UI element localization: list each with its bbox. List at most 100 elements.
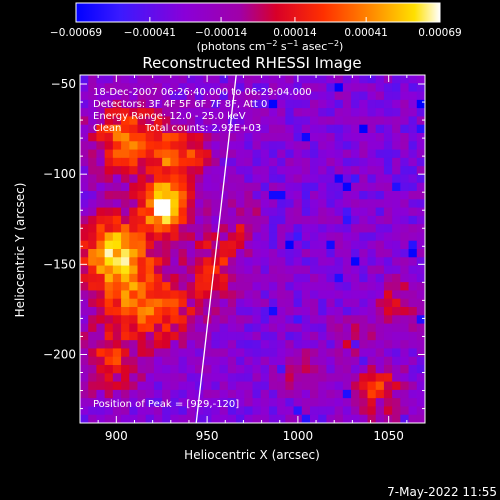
- heatmap-cell: [244, 315, 254, 325]
- heatmap-cell: [375, 340, 385, 350]
- heatmap-cell: [260, 240, 270, 250]
- heatmap-cell: [400, 166, 410, 176]
- heatmap-cell: [359, 331, 369, 341]
- heatmap-cell: [285, 323, 295, 333]
- heatmap-cell: [162, 356, 171, 366]
- heatmap-cell: [112, 340, 122, 350]
- heatmap-cell: [293, 149, 303, 159]
- heatmap-cell: [326, 207, 336, 217]
- heatmap-cell: [392, 331, 401, 341]
- heatmap-cell: [310, 182, 319, 192]
- heatmap-cell: [219, 207, 229, 217]
- heatmap-cell: [383, 298, 393, 308]
- heatmap-cell: [260, 331, 270, 341]
- heatmap-cell: [400, 414, 410, 423]
- heatmap-cell: [392, 108, 401, 118]
- heatmap-cell: [170, 83, 180, 93]
- heatmap-cell: [408, 406, 418, 416]
- heatmap-cell: [112, 249, 122, 258]
- heatmap-cell: [268, 116, 278, 126]
- heatmap-cell: [170, 265, 180, 275]
- heatmap-cell: [145, 373, 155, 383]
- heatmap-cell: [178, 224, 188, 234]
- heatmap-cell: [359, 414, 369, 423]
- heatmap-cell: [104, 273, 114, 283]
- heatmap-cell: [129, 348, 139, 358]
- heatmap-cell: [400, 215, 410, 225]
- heatmap-cell: [145, 323, 155, 333]
- heatmap-cell: [211, 315, 221, 325]
- heatmap-cell: [129, 265, 139, 275]
- heatmap-cell: [178, 157, 188, 167]
- heatmap-cell: [88, 406, 98, 416]
- heatmap-cell: [162, 116, 171, 126]
- y-axis-label: Heliocentric Y (arcsec): [13, 183, 27, 318]
- heatmap-cell: [408, 240, 418, 250]
- heatmap-cell: [252, 414, 262, 423]
- solar-limb-line: [195, 74, 237, 424]
- heatmap-cell: [227, 166, 237, 176]
- heatmap-cell: [359, 215, 369, 225]
- heatmap-cell: [145, 157, 155, 167]
- heatmap-cell: [293, 356, 303, 366]
- heatmap-cell: [211, 232, 221, 242]
- heatmap-cell: [301, 166, 311, 176]
- heatmap-cell: [244, 323, 254, 333]
- heatmap-cell: [301, 215, 311, 225]
- heatmap-cell: [178, 182, 188, 192]
- heatmap-cell: [408, 356, 418, 366]
- heatmap-cell: [236, 174, 245, 184]
- heatmap-cell: [301, 257, 311, 267]
- heatmap-cell: [195, 174, 204, 184]
- heatmap-cell: [96, 323, 106, 333]
- heatmap-cell: [186, 282, 196, 292]
- heatmap-cell: [178, 75, 188, 84]
- heatmap-cell: [96, 273, 106, 283]
- heatmap-cell: [326, 191, 336, 200]
- heatmap-cell: [112, 75, 122, 84]
- heatmap-cell: [285, 133, 295, 142]
- heatmap-cell: [145, 340, 155, 350]
- heatmap-cell: [80, 365, 89, 374]
- heatmap-cell: [211, 75, 221, 84]
- heatmap-cell: [203, 182, 213, 192]
- heatmap-cell: [219, 141, 229, 151]
- heatmap-cell: [285, 224, 295, 234]
- heatmap-cell: [170, 290, 180, 300]
- heatmap-cell: [195, 182, 204, 192]
- heatmap-cell: [129, 273, 139, 283]
- heatmap-cell: [334, 182, 344, 192]
- heatmap-cell: [112, 108, 122, 118]
- heatmap-cell: [383, 406, 393, 416]
- heatmap-cell: [416, 215, 425, 225]
- heatmap-cell: [121, 157, 130, 167]
- y-tick-label: −50: [51, 77, 76, 91]
- heatmap-cell: [153, 182, 163, 192]
- heatmap-cell: [195, 282, 204, 292]
- heatmap-cell: [104, 124, 114, 134]
- heatmap-cell: [416, 240, 425, 250]
- heatmap-cell: [367, 141, 377, 151]
- heatmap-cell: [170, 133, 180, 142]
- heatmap-cell: [129, 365, 139, 374]
- heatmap-cell: [301, 232, 311, 242]
- heatmap-cell: [244, 282, 254, 292]
- heatmap-cell: [153, 83, 163, 93]
- heatmap-cell: [351, 282, 360, 292]
- heatmap-cell: [186, 83, 196, 93]
- heatmap-cell: [318, 75, 328, 84]
- heatmap-cell: [211, 348, 221, 358]
- heatmap-cell: [293, 381, 303, 391]
- heatmap-cell: [268, 99, 278, 109]
- heatmap-cell: [203, 232, 213, 242]
- heatmap-cell: [301, 191, 311, 200]
- heatmap-cell: [96, 282, 106, 292]
- heatmap-cell: [392, 174, 401, 184]
- heatmap-cell: [375, 182, 385, 192]
- heatmap-cell: [96, 174, 106, 184]
- heatmap-cell: [112, 298, 122, 308]
- heatmap-cell: [367, 99, 377, 109]
- heatmap-cell: [211, 282, 221, 292]
- heatmap-cell: [203, 91, 213, 101]
- heatmap-cell: [186, 124, 196, 134]
